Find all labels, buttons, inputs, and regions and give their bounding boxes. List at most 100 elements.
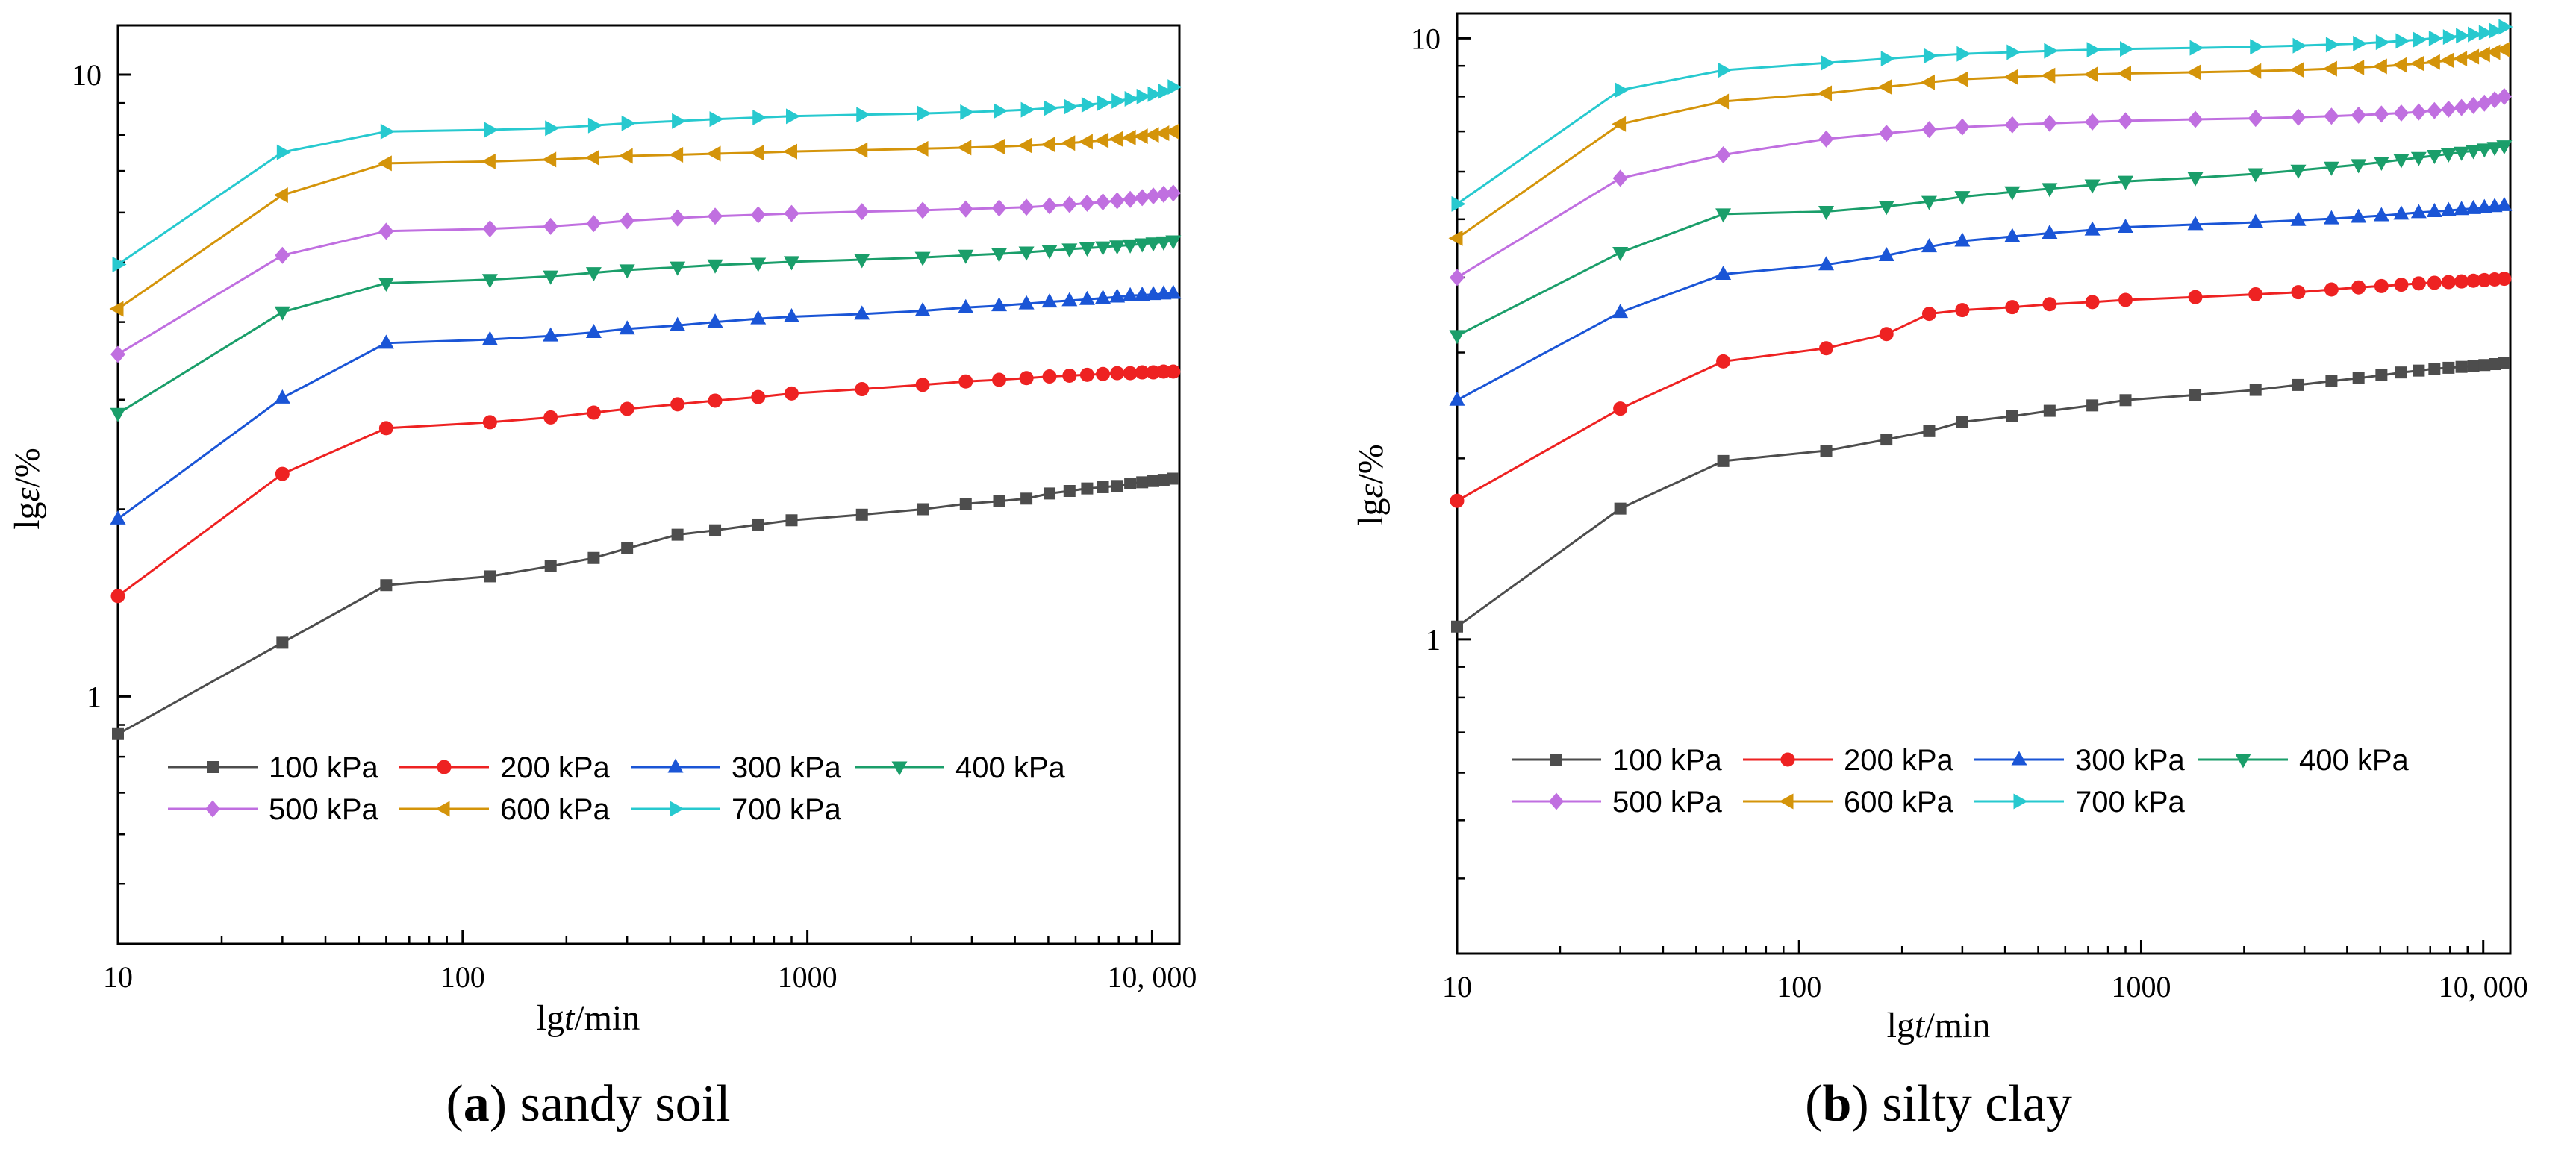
data-point xyxy=(2289,62,2304,78)
data-point xyxy=(855,382,870,397)
data-point xyxy=(1078,134,1093,150)
data-point xyxy=(2118,292,2133,307)
data-point xyxy=(2440,201,2457,216)
legend-marker xyxy=(670,801,684,817)
data-point xyxy=(1097,95,1112,111)
data-point xyxy=(2425,54,2440,70)
data-point xyxy=(2118,112,2133,130)
data-point xyxy=(1018,295,1035,310)
caption-a: (a) sandy soil xyxy=(446,1075,730,1133)
data-point xyxy=(2411,103,2427,121)
data-point xyxy=(2426,150,2442,165)
legend-item: 400 kPa xyxy=(2198,744,2410,777)
data-point xyxy=(2456,28,2471,44)
data-point xyxy=(1144,127,1159,143)
data-point xyxy=(915,201,931,219)
data-point xyxy=(2428,30,2443,46)
data-point xyxy=(2120,41,2135,57)
data-point xyxy=(2187,172,2204,187)
data-point xyxy=(1715,145,1731,163)
data-point xyxy=(1614,502,1627,515)
data-point xyxy=(2439,52,2454,69)
series-400-kpa xyxy=(110,235,1182,422)
data-point xyxy=(481,274,498,289)
legend-marker xyxy=(205,800,220,818)
data-point xyxy=(785,108,800,125)
data-point xyxy=(2375,34,2390,51)
data-point xyxy=(751,389,766,404)
data-point xyxy=(1821,54,1836,71)
legend-marker xyxy=(437,760,452,774)
legend-label: 300 kPa xyxy=(2075,744,2186,777)
data-point xyxy=(1818,256,1835,271)
data-point xyxy=(1079,194,1095,212)
data-point xyxy=(2118,218,2134,233)
data-point xyxy=(1921,307,1936,322)
legend-item: 500 kPa xyxy=(1512,786,1723,819)
data-point xyxy=(1109,240,1126,255)
legend-item: 600 kPa xyxy=(1743,786,1954,819)
data-point xyxy=(2042,114,2057,132)
data-point xyxy=(959,498,972,510)
data-point xyxy=(1108,131,1123,147)
data-point xyxy=(1612,169,1628,187)
data-point xyxy=(2004,186,2021,201)
data-point xyxy=(482,415,497,430)
data-point xyxy=(2454,274,2469,289)
data-point xyxy=(1020,101,1035,118)
data-point xyxy=(1061,292,1078,307)
data-point xyxy=(2248,168,2264,183)
data-point xyxy=(1956,46,1971,62)
data-point xyxy=(2496,140,2513,155)
data-point xyxy=(2350,60,2365,76)
data-point xyxy=(2498,19,2513,35)
data-point xyxy=(2454,201,2470,216)
data-point xyxy=(1167,79,1182,96)
legend-marker xyxy=(2011,751,2027,766)
data-point xyxy=(1879,125,1894,143)
x-tick-label: 10, 000 xyxy=(1107,960,1197,994)
data-point xyxy=(991,248,1008,263)
data-point xyxy=(1147,475,1160,487)
data-point xyxy=(543,327,559,342)
data-point xyxy=(1955,303,1970,318)
data-point xyxy=(543,410,558,425)
data-point xyxy=(853,142,868,158)
data-point xyxy=(1880,51,1895,67)
data-point xyxy=(2477,94,2492,112)
data-point xyxy=(2410,55,2424,72)
data-point xyxy=(958,249,974,264)
data-point xyxy=(2468,26,2483,43)
data-point xyxy=(1133,128,1148,145)
data-point xyxy=(1111,480,1123,492)
data-point xyxy=(671,528,684,541)
data-point xyxy=(2118,175,2134,190)
data-point xyxy=(1061,243,1078,258)
data-point xyxy=(110,345,125,363)
data-point xyxy=(1095,241,1111,256)
data-point xyxy=(1953,71,1968,87)
data-point xyxy=(275,466,290,481)
y-axis-label-b: lgε/% xyxy=(1351,444,1391,526)
data-point xyxy=(2466,199,2482,214)
data-point xyxy=(707,313,723,328)
data-point xyxy=(1061,195,1077,213)
data-point xyxy=(2290,108,2306,126)
data-point xyxy=(917,105,932,122)
data-point xyxy=(1020,492,1033,505)
data-point xyxy=(377,155,392,172)
data-point xyxy=(2466,96,2481,114)
data-point xyxy=(1042,369,1057,384)
data-point xyxy=(273,187,288,204)
data-point xyxy=(1166,364,1181,379)
legend-label: 700 kPa xyxy=(732,793,842,826)
data-point xyxy=(1954,118,1970,136)
legend-item: 500 kPa xyxy=(168,793,379,826)
plot-frame xyxy=(116,24,1181,945)
data-point xyxy=(914,140,929,157)
data-point xyxy=(670,316,686,331)
data-point xyxy=(1451,195,1466,212)
legend-label: 600 kPa xyxy=(1844,786,1954,819)
legend-marker xyxy=(1549,792,1564,810)
data-point xyxy=(2324,107,2339,125)
